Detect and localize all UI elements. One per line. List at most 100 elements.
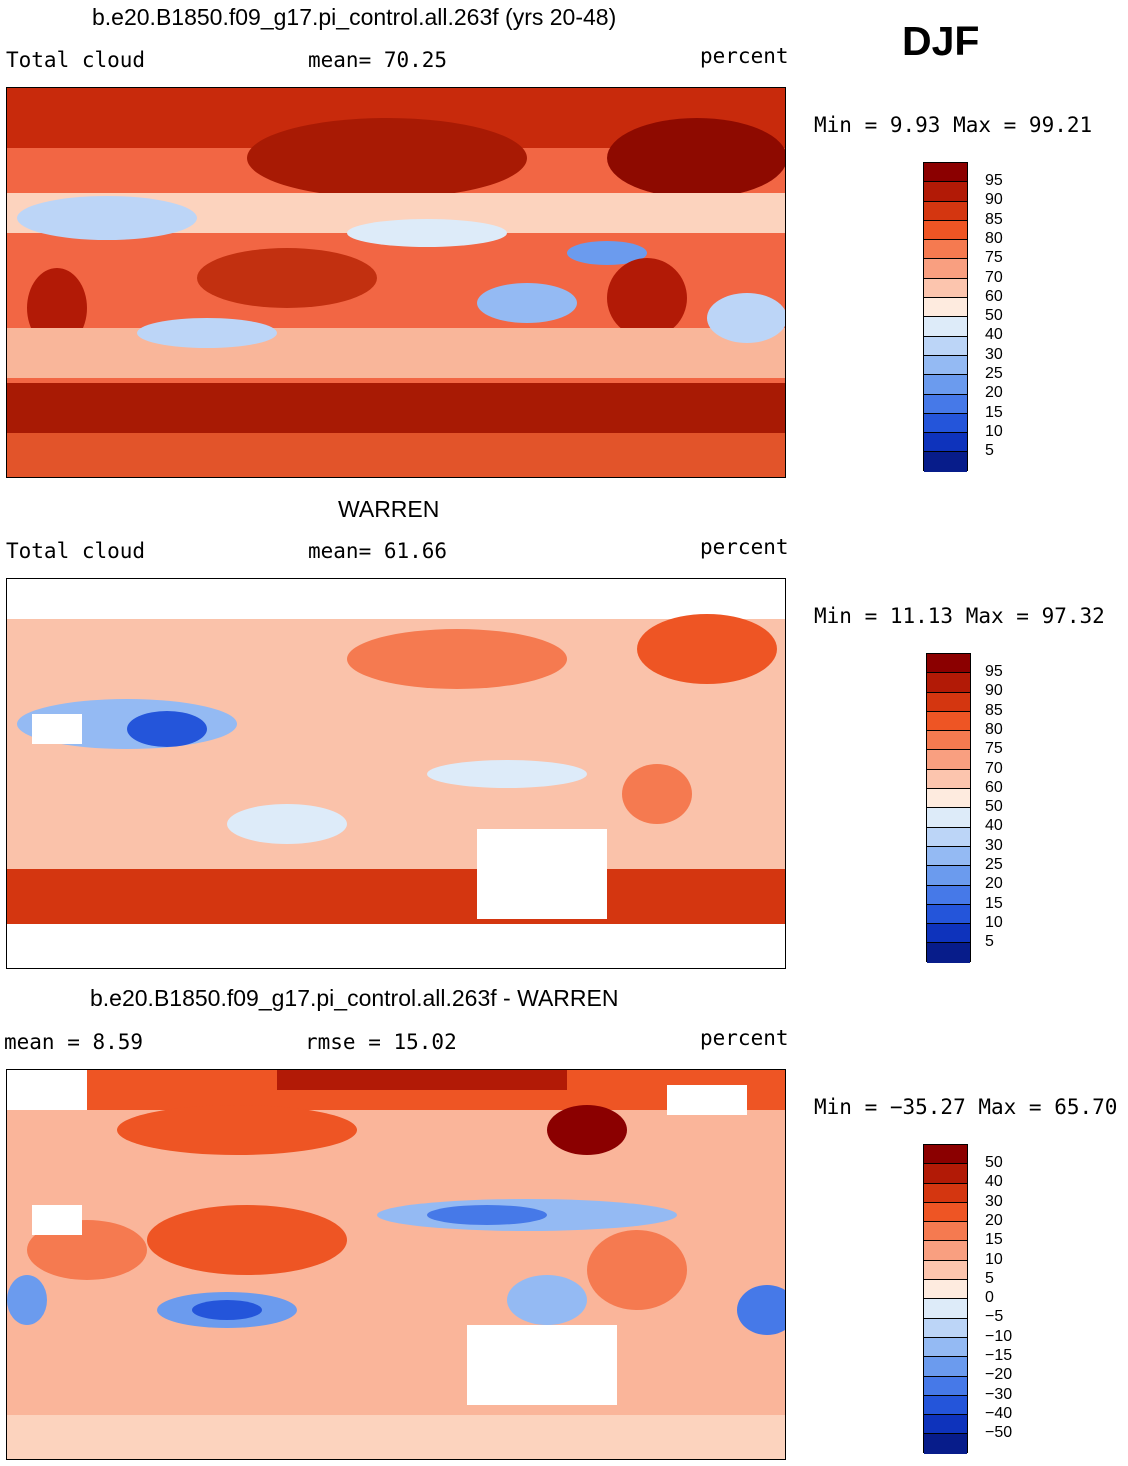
colorbar-model	[923, 162, 968, 472]
colorbar-label: 5	[985, 442, 994, 460]
colorbar-swatch	[924, 182, 967, 202]
colorbar-swatch	[924, 1241, 967, 1261]
colorbar-swatch	[924, 259, 967, 279]
colorbar-label: 20	[985, 1211, 1003, 1229]
colorbar-label: 80	[985, 720, 1003, 738]
colorbar-label: 50	[985, 307, 1003, 325]
panel-title: b.e20.B1850.f09_g17.pi_control.all.263f …	[92, 4, 617, 30]
colorbar-swatch	[924, 1222, 967, 1242]
colorbar-label: 85	[985, 210, 1003, 228]
colorbar-swatch	[924, 1202, 967, 1223]
colorbar-label: 60	[985, 778, 1003, 796]
colorbar-swatch	[924, 1164, 967, 1184]
colorbar-swatch	[924, 201, 967, 221]
colorbar-label: 70	[985, 759, 1003, 777]
colorbar-swatch	[927, 750, 970, 770]
colorbar-obs	[926, 653, 971, 963]
colorbar-label: 50	[985, 798, 1003, 816]
colorbar-swatch	[927, 808, 970, 828]
colorbar-swatch	[924, 317, 967, 337]
mean-label: mean= 70.25	[308, 48, 448, 72]
min-max-label: Min = 9.93 Max = 99.21	[814, 113, 1093, 137]
colorbar-swatch	[927, 711, 970, 732]
colorbar-label: 30	[985, 1192, 1003, 1210]
variable-label: Total cloud	[6, 48, 146, 72]
colorbar-swatch	[924, 1357, 967, 1377]
colorbar-label: 60	[985, 287, 1003, 305]
colorbar-label: 10	[985, 913, 1003, 931]
colorbar-label: 40	[985, 1173, 1003, 1191]
colorbar-swatch	[927, 731, 970, 751]
colorbar-label: 25	[985, 856, 1003, 873]
colorbar-swatch	[924, 336, 967, 356]
colorbar-label: 20	[985, 875, 1003, 893]
panel-title: WARREN	[338, 496, 440, 522]
colorbar-swatch	[924, 278, 967, 299]
colorbar-label: 20	[985, 384, 1003, 402]
colorbar-swatch	[924, 1376, 967, 1396]
colorbar-swatch	[927, 866, 970, 886]
map-diff-total-cloud	[6, 1069, 786, 1460]
colorbar-swatch	[924, 163, 967, 183]
colorbar-label: 5	[985, 933, 994, 951]
rmse-label: rmse = 15.02	[305, 1030, 457, 1054]
colorbar-label: 10	[985, 1250, 1003, 1268]
colorbar-label: 90	[985, 682, 1003, 700]
colorbar-swatch	[924, 375, 967, 395]
variable-label: Total cloud	[6, 539, 146, 563]
colorbar-swatch	[927, 827, 970, 847]
colorbar-label: 5	[985, 1269, 994, 1287]
colorbar-label: 40	[985, 817, 1003, 835]
colorbar-label: −15	[985, 1347, 1013, 1364]
colorbar-swatch	[924, 1145, 967, 1165]
colorbar-swatch	[927, 846, 970, 867]
colorbar-swatch	[924, 1395, 967, 1416]
colorbar-label: −50	[985, 1424, 1013, 1442]
colorbar-swatch	[924, 240, 967, 260]
colorbar-swatch	[927, 654, 970, 674]
colorbar-swatch	[927, 673, 970, 693]
colorbar-swatch	[927, 943, 970, 963]
colorbar-label: 75	[985, 249, 1003, 267]
colorbar-swatch	[924, 413, 967, 434]
map-model-total-cloud	[6, 87, 786, 478]
colorbar-label: 95	[985, 663, 1003, 680]
units-label: percent	[700, 44, 789, 68]
colorbar-swatch	[924, 1337, 967, 1358]
colorbar-swatch	[924, 394, 967, 414]
colorbar-label: 90	[985, 191, 1003, 209]
colorbar-label: −30	[985, 1385, 1013, 1403]
colorbar-swatch	[924, 1280, 967, 1300]
colorbar-label: −20	[985, 1366, 1013, 1384]
season-label: DJF	[902, 18, 980, 64]
colorbar-label: 15	[985, 894, 1003, 912]
panel-title: b.e20.B1850.f09_g17.pi_control.all.263f …	[90, 985, 619, 1011]
colorbar-swatch	[927, 769, 970, 790]
colorbar-label: 10	[985, 422, 1003, 440]
colorbar-label: 85	[985, 701, 1003, 719]
colorbar-diff	[923, 1144, 968, 1454]
colorbar-label: 50	[985, 1154, 1003, 1171]
colorbar-swatch	[924, 1415, 967, 1435]
colorbar-swatch	[927, 692, 970, 712]
units-label: percent	[700, 1026, 789, 1050]
mean-label: mean= 61.66	[308, 539, 448, 563]
units-label: percent	[700, 535, 789, 559]
colorbar-swatch	[924, 298, 967, 318]
colorbar-swatch	[927, 885, 970, 905]
colorbar-label: 40	[985, 326, 1003, 344]
colorbar-label: 75	[985, 740, 1003, 758]
colorbar-label: 70	[985, 268, 1003, 286]
colorbar-label: 15	[985, 403, 1003, 421]
map-obs-total-cloud	[6, 578, 786, 969]
colorbar-label: 30	[985, 345, 1003, 363]
colorbar-swatch	[924, 355, 967, 376]
colorbar-swatch	[924, 1299, 967, 1319]
colorbar-swatch	[927, 924, 970, 944]
colorbar-swatch	[924, 1434, 967, 1454]
colorbar-swatch	[927, 789, 970, 809]
colorbar-label: 0	[985, 1289, 994, 1307]
colorbar-swatch	[924, 452, 967, 472]
colorbar-label: −40	[985, 1404, 1013, 1422]
colorbar-swatch	[927, 904, 970, 925]
